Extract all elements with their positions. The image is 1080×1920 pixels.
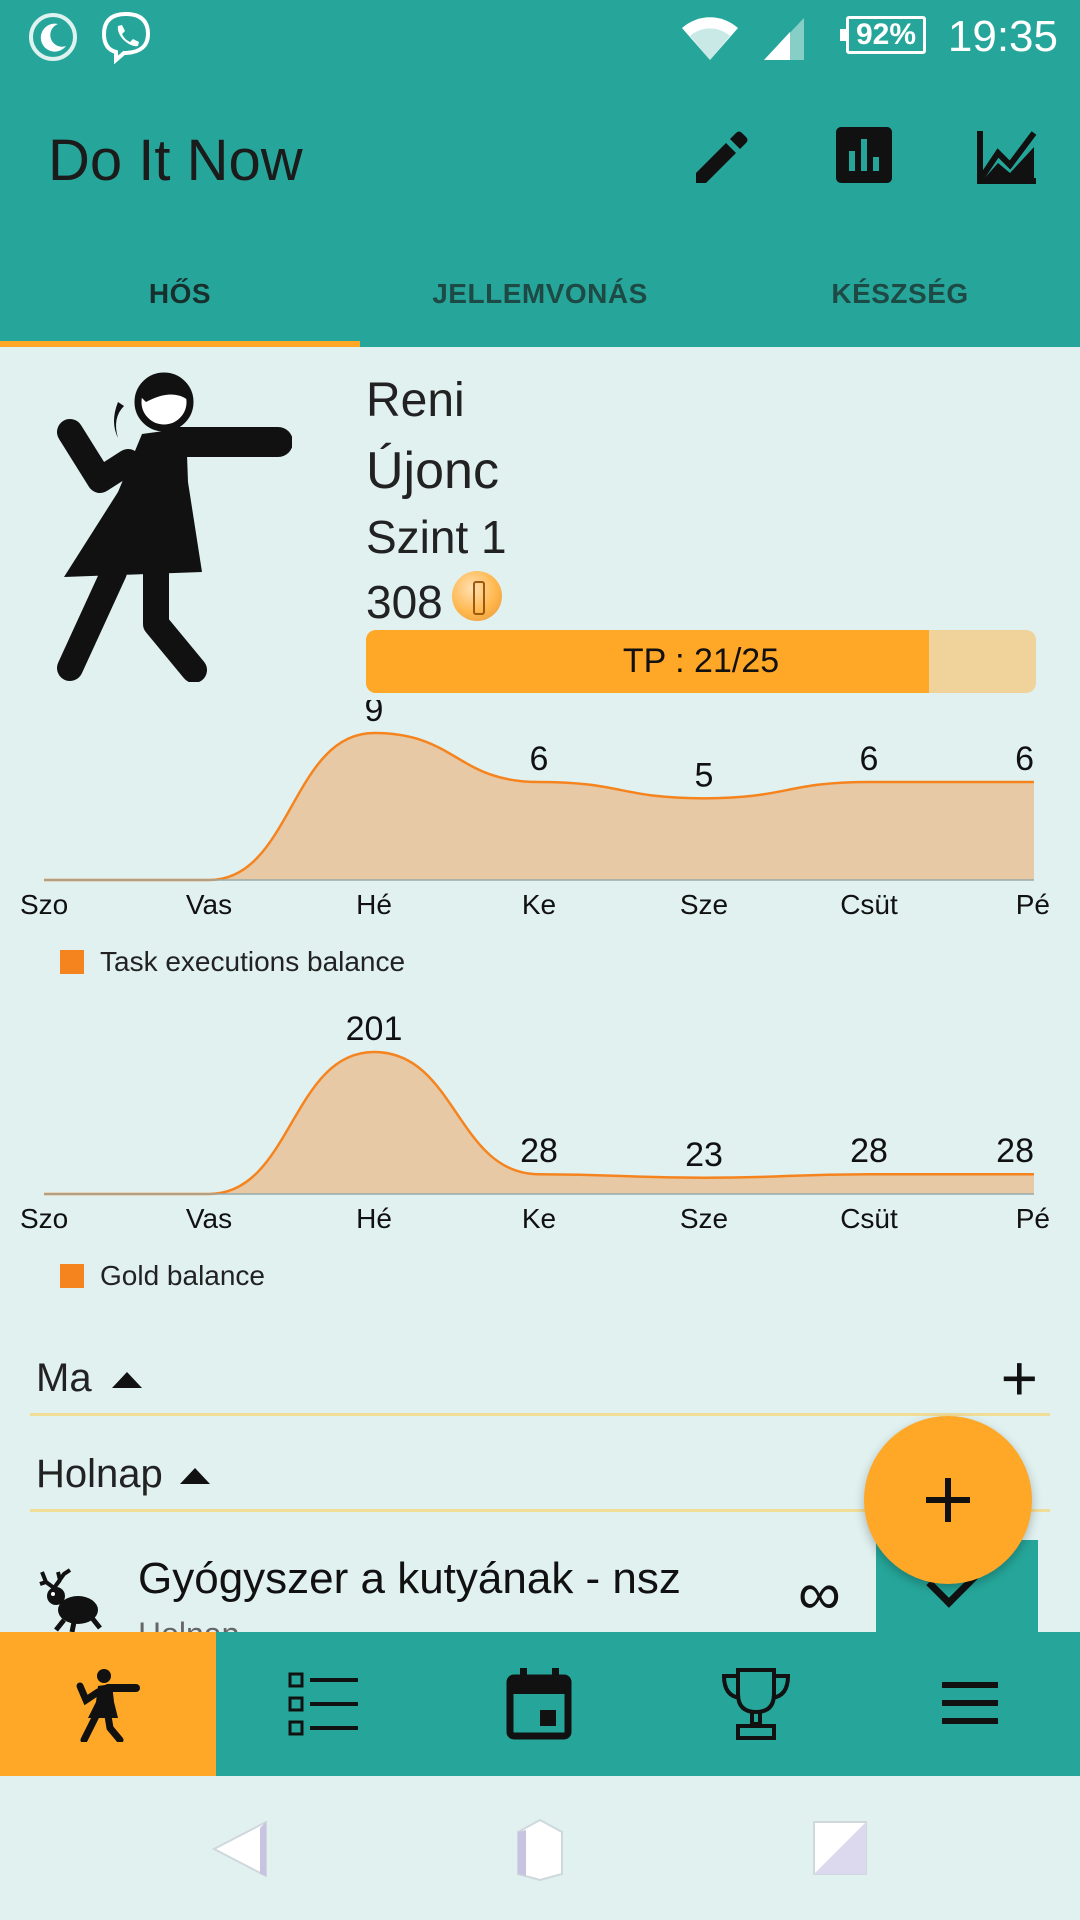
task-name: Gyógyszer a kutyának - nsz (138, 1554, 681, 1603)
chart-legend-gold: Gold balance (60, 1260, 265, 1292)
recents-icon[interactable] (810, 1818, 870, 1878)
checklist-icon (288, 1672, 358, 1736)
legend-label-tasks: Task executions balance (100, 946, 406, 977)
coin-icon (452, 571, 502, 621)
hero-avatar (57, 372, 292, 682)
bottom-navigation (0, 1632, 1080, 1776)
chart-legend-tasks: Task executions balance (60, 946, 405, 978)
chart-data-label: 28 (520, 1132, 558, 1170)
pencil-icon[interactable] (690, 127, 750, 187)
app-bar: Do It Now (0, 75, 1080, 235)
section-tomorrow-label: Holnap (36, 1452, 163, 1496)
signal-icon (764, 18, 804, 60)
hero-icon (76, 1669, 140, 1742)
reindeer-icon (39, 1568, 102, 1632)
nav-hero[interactable] (0, 1632, 216, 1776)
nav-tasks[interactable] (216, 1632, 432, 1776)
tab-skills[interactable]: KÉSZSÉG (831, 278, 969, 309)
chart-data-label: 28 (850, 1132, 888, 1170)
wifi-icon (682, 17, 738, 60)
line-chart-icon[interactable] (976, 127, 1040, 185)
legend-label-gold: Gold balance (100, 1260, 266, 1291)
chart-tick-label: Csüt (840, 1203, 898, 1234)
back-icon[interactable] (210, 1818, 272, 1880)
moon-icon (29, 13, 77, 61)
nav-menu[interactable] (864, 1632, 1080, 1776)
chart-tick-label: Pé (1016, 1203, 1050, 1234)
xp-progress-fill (366, 630, 929, 693)
legend-swatch (60, 950, 84, 974)
chart-tick-label: Vas (186, 1203, 232, 1234)
task-due: Holnap (138, 1616, 239, 1632)
chart-tick-label: Ke (522, 889, 556, 920)
task-executions-chart: Szo Vas 9 Hé 6 Ke 5 Sze 6 Csüt 6 Pé (0, 700, 1080, 920)
chart-tick-label: Ke (522, 1203, 556, 1234)
xp-progress-bar: TP : 21/25 (366, 630, 1036, 693)
chart-data-label: 6 (530, 740, 549, 778)
clock: 19:35 (947, 12, 1058, 61)
trophy-icon (721, 1668, 791, 1740)
tab-bar: HŐS JELLEMVONÁS KÉSZSÉG (0, 235, 1080, 347)
viber-icon (101, 11, 151, 64)
chart-tick-label: Hé (356, 1203, 392, 1234)
chart-data-label: 6 (1015, 740, 1034, 778)
chart-tick-label: Szo (20, 1203, 68, 1234)
chart-tick-label: Sze (680, 889, 728, 920)
repeat-infinite-icon: ∞ (798, 1560, 841, 1627)
chart-tick-label: Vas (186, 889, 232, 920)
hero-name: Reni (366, 374, 465, 427)
chart-area (44, 733, 1034, 880)
chart-tick-label: Pé (1016, 889, 1050, 920)
xp-label: TP : 21/25 (622, 642, 780, 680)
chart-series-line (44, 1050, 1034, 1196)
chart-data-label: 201 (346, 1010, 403, 1048)
nav-calendar[interactable] (432, 1632, 648, 1776)
add-fab-button[interactable] (864, 1416, 1032, 1584)
bar-chart-icon[interactable] (836, 127, 892, 183)
legend-swatch (60, 1264, 84, 1288)
tab-traits[interactable]: JELLEMVONÁS (432, 278, 648, 309)
menu-icon (942, 1682, 998, 1724)
status-bar: 92% 19:35 (0, 0, 1080, 75)
hero-level: Szint 1 (366, 511, 507, 563)
task-row[interactable]: Gyógyszer a kutyának - nsz Holnap ∞ (0, 1530, 1080, 1632)
chart-tick-label: Hé (356, 889, 392, 920)
app-title: Do It Now (48, 128, 303, 193)
home-icon[interactable] (508, 1818, 572, 1882)
system-navigation-bar (0, 1776, 1080, 1920)
battery-indicator: 92% (840, 16, 926, 54)
chart-data-label: 6 (860, 740, 879, 778)
chart-tick-label: Csüt (840, 889, 898, 920)
chart-tick-label: Sze (680, 1203, 728, 1234)
chart-data-label: 5 (695, 756, 714, 794)
chart-data-label: 9 (365, 700, 384, 729)
chart-data-label: 28 (996, 1132, 1034, 1170)
nav-achievements[interactable] (648, 1632, 864, 1776)
chart-tick-label: Szo (20, 889, 68, 920)
gold-balance-chart: Szo Vas 201 Hé 28 Ke 23 Sze 28 Csüt 28 Pé (0, 1010, 1080, 1240)
section-tomorrow[interactable]: Holnap (30, 1442, 1050, 1512)
section-today[interactable]: Ma + (30, 1346, 1050, 1416)
tab-hero[interactable]: HŐS (148, 278, 212, 309)
add-task-today-button[interactable]: + (1000, 1342, 1038, 1414)
gold-amount: 308 (366, 576, 443, 628)
tab-indicator (0, 341, 360, 347)
caret-up-icon[interactable] (180, 1468, 210, 1484)
section-today-label: Ma (36, 1356, 92, 1400)
calendar-icon (506, 1668, 572, 1740)
chart-data-label: 23 (685, 1136, 723, 1174)
chart-area (44, 1052, 1034, 1194)
caret-up-icon[interactable] (112, 1372, 142, 1388)
hero-rank: Újonc (366, 442, 499, 500)
